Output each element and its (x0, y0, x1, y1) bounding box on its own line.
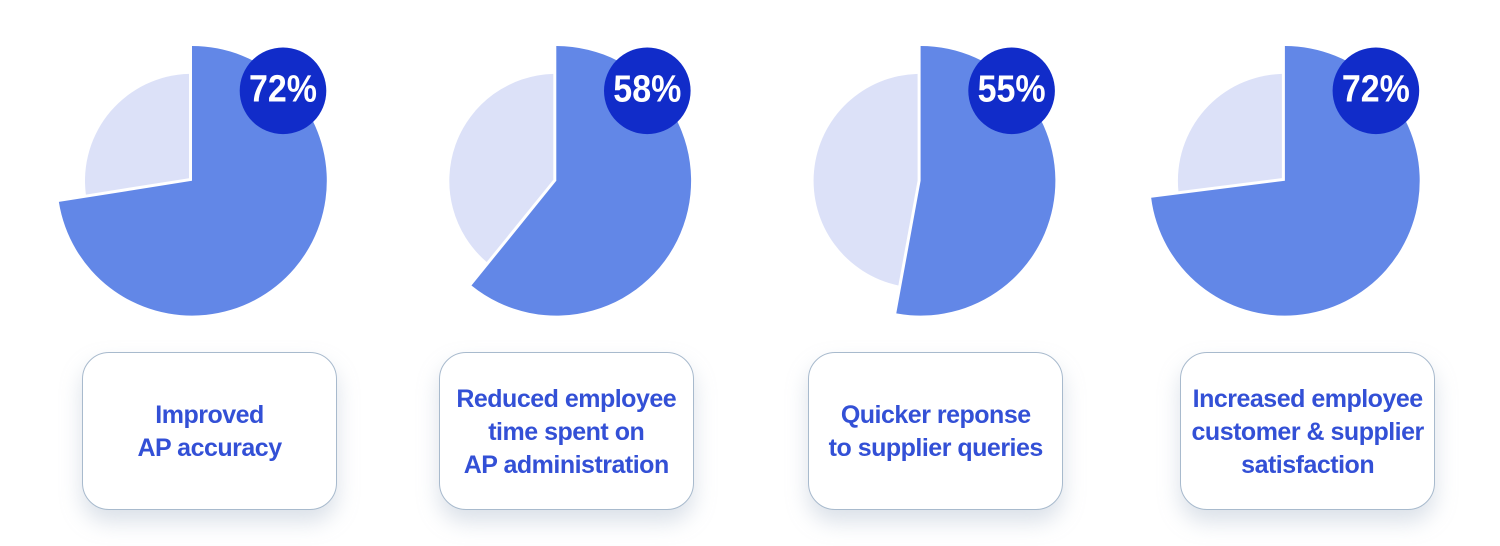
svg-text:58%: 58% (613, 69, 681, 111)
svg-text:55%: 55% (978, 69, 1046, 111)
svg-text:72%: 72% (1342, 69, 1410, 111)
svg-text:72%: 72% (249, 69, 317, 111)
